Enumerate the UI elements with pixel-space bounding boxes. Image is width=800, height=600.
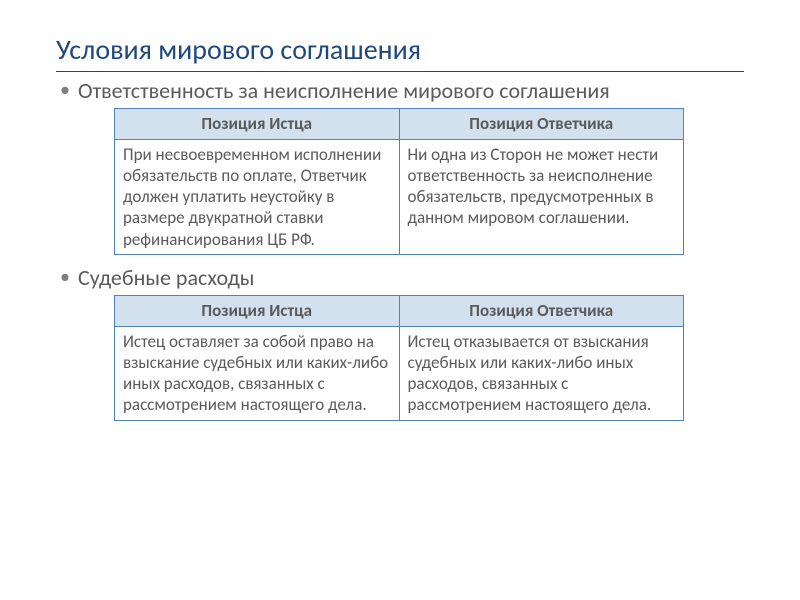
bullet-list: Ответственность за неисполнение мирового… (56, 78, 744, 421)
cell-plaintiff: При несвоевременном исполнении обязатель… (115, 139, 400, 254)
bullet-costs: Судебные расходы Позиция Истца Позиция О… (56, 265, 744, 421)
table-costs: Позиция Истца Позиция Ответчика Истец ос… (114, 295, 684, 420)
bullet-liability-text: Ответственность за неисполнение мирового… (78, 77, 610, 104)
slide: Условия мирового соглашения Ответственно… (0, 0, 800, 600)
bullet-costs-text: Судебные расходы (78, 264, 254, 291)
table-row: Позиция Истца Позиция Ответчика (115, 109, 684, 139)
table-row: Истец оставляет за собой право на взыска… (115, 326, 684, 420)
cell-plaintiff: Истец оставляет за собой право на взыска… (115, 326, 400, 420)
bullet-liability: Ответственность за неисполнение мирового… (56, 78, 744, 255)
table-row: Позиция Истца Позиция Ответчика (115, 296, 684, 326)
header-defendant: Позиция Ответчика (399, 109, 684, 139)
slide-title: Условия мирового соглашения (56, 32, 744, 72)
table-row: При несвоевременном исполнении обязатель… (115, 139, 684, 254)
header-plaintiff: Позиция Истца (115, 109, 400, 139)
table-liability: Позиция Истца Позиция Ответчика При несв… (114, 108, 684, 255)
header-plaintiff: Позиция Истца (115, 296, 400, 326)
header-defendant: Позиция Ответчика (399, 296, 684, 326)
cell-defendant: Истец отказывается от взыскания судебных… (399, 326, 684, 420)
cell-defendant: Ни одна из Сторон не может нести ответст… (399, 139, 684, 254)
